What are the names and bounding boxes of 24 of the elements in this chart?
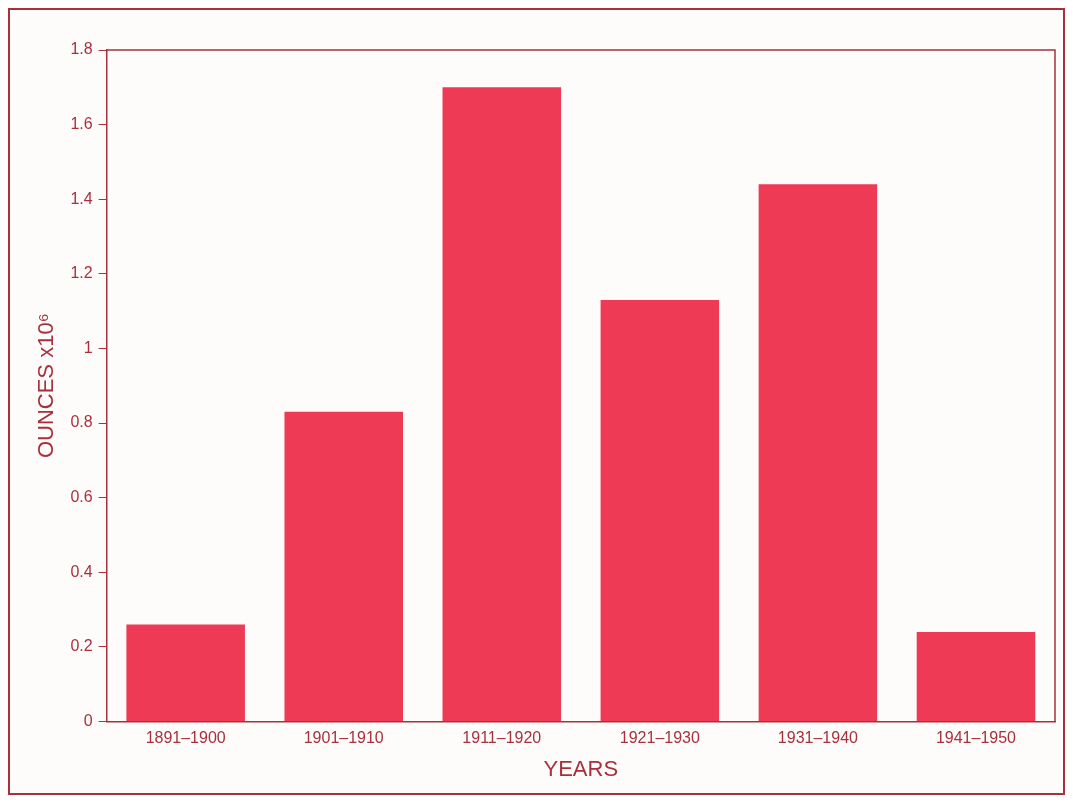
bar	[442, 87, 562, 721]
y-tick-label: 0	[83, 711, 93, 729]
bar	[284, 411, 403, 721]
y-tick-label: 0.6	[70, 488, 93, 506]
y-tick-label: 0.4	[70, 562, 93, 580]
y-tick-label: 1	[83, 338, 93, 356]
y-tick-label: 1.2	[70, 264, 93, 282]
x-tick-label: 1901–1910	[303, 729, 384, 747]
x-axis-title: YEARS	[543, 755, 619, 781]
x-tick-label: 1931–1940	[777, 729, 859, 747]
y-axis-title: OUNCES x10⁶	[33, 313, 59, 459]
y-tick-label: 1.6	[70, 115, 93, 133]
y-tick-label: 0.2	[70, 637, 93, 655]
y-tick-label: 1.8	[70, 40, 93, 58]
x-tick-label: 1941–1950	[935, 729, 1017, 747]
bar	[600, 299, 720, 721]
x-tick-label: 1891–1900	[145, 729, 226, 747]
bar	[916, 631, 1036, 721]
x-tick-label: 1911–1920	[462, 729, 542, 747]
y-tick-label: 0.8	[70, 413, 93, 431]
bar	[758, 184, 878, 721]
bar	[126, 624, 245, 721]
x-tick-label: 1921–1930	[619, 729, 700, 747]
y-tick-label: 1.4	[70, 189, 93, 207]
